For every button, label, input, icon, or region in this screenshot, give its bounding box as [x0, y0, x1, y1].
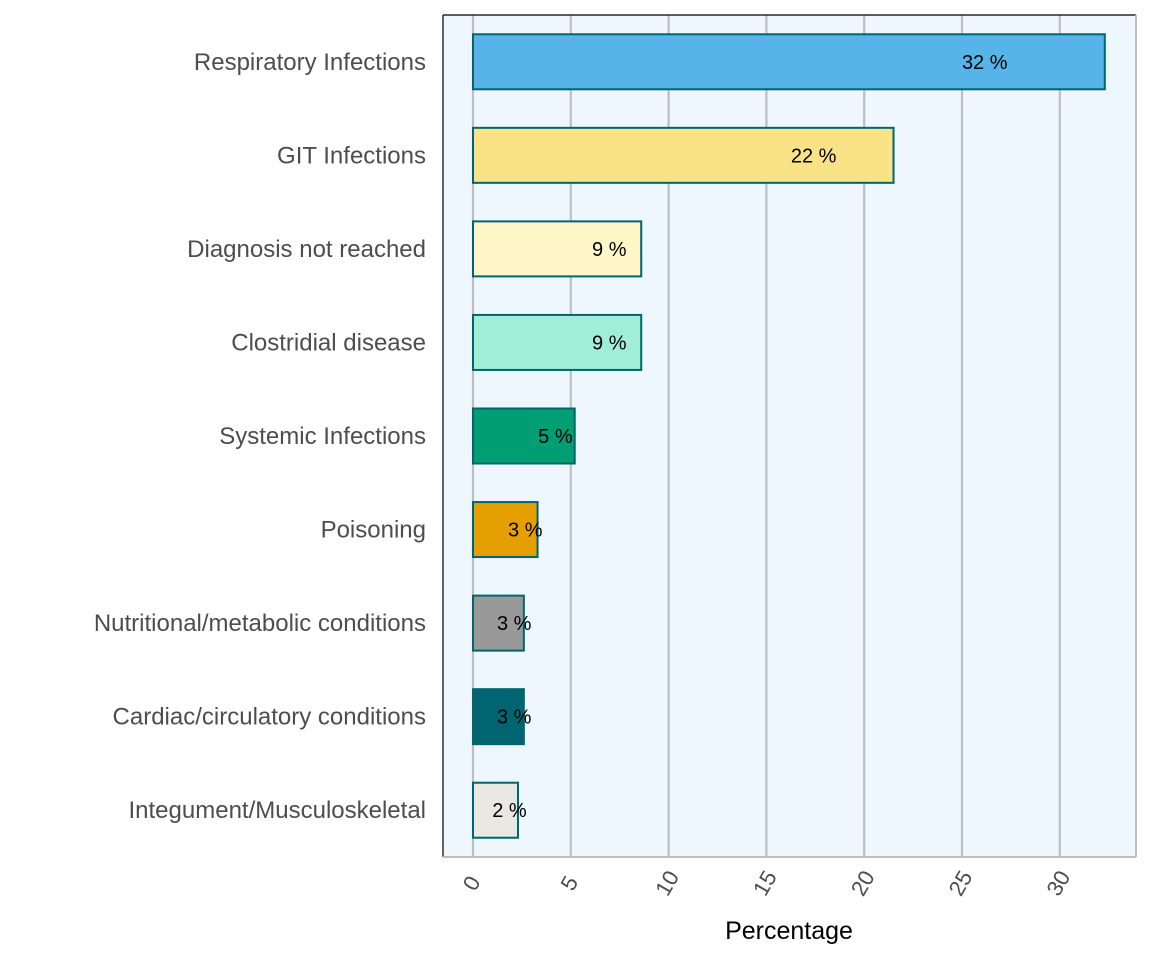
bar-clostridial-disease	[472, 313, 643, 371]
x-tick-label: 15	[748, 866, 782, 900]
data-label: 2 %	[492, 800, 527, 822]
bar-poisoning	[472, 501, 539, 559]
y-axis-label: Cardiac/circulatory conditions	[113, 704, 426, 731]
data-label: 3 %	[508, 520, 543, 542]
x-tick-label: 0	[458, 872, 486, 895]
bar-respiratory-infections	[472, 33, 1106, 91]
y-axis-label: Respiratory Infections	[194, 49, 426, 76]
bar-systemic-infections	[472, 407, 576, 465]
bar-nutritional-metabolic-conditions	[472, 594, 525, 652]
x-axis-title: Percentage	[725, 917, 853, 945]
y-axis-label: Diagnosis not reached	[187, 236, 426, 263]
data-label: 5 %	[538, 426, 573, 448]
y-axis-label: GIT Infections	[277, 142, 426, 169]
data-label: 9 %	[592, 239, 627, 261]
data-label: 9 %	[592, 332, 627, 354]
bar-diagnosis-not-reached	[472, 220, 643, 278]
y-axis-label: Clostridial disease	[231, 329, 426, 356]
x-tick-label: 20	[846, 866, 880, 900]
y-axis-labels: Respiratory Infections GIT Infections Diag…	[94, 49, 426, 824]
x-tick-label: 10	[650, 866, 684, 900]
bar-integument-musculoskeletal	[472, 781, 519, 839]
y-axis-label: Systemic Infections	[219, 423, 426, 450]
data-label: 3 %	[497, 613, 532, 635]
y-axis-label: Nutritional/metabolic conditions	[94, 610, 426, 637]
bar-git-infections	[472, 126, 895, 184]
data-label: 22 %	[791, 145, 837, 167]
data-label: 32 %	[962, 52, 1008, 74]
y-axis-label: Poisoning	[321, 517, 426, 544]
x-axis-tick-labels: 0 5 10 15 20 25 30	[458, 866, 1076, 900]
x-tick-label: 25	[944, 866, 978, 900]
data-label: 3 %	[497, 707, 532, 729]
y-axis-label: Integument/Musculoskeletal	[129, 797, 427, 824]
x-tick-label: 30	[1041, 866, 1075, 900]
bar-cardiac-circulatory-conditions	[472, 688, 525, 746]
data-labels: 32 % 22 % 9 % 9 % 5 % 3 % 3 % 3 % 2 %	[492, 52, 1008, 822]
bars	[472, 33, 1106, 839]
x-tick-label: 5	[555, 872, 583, 895]
